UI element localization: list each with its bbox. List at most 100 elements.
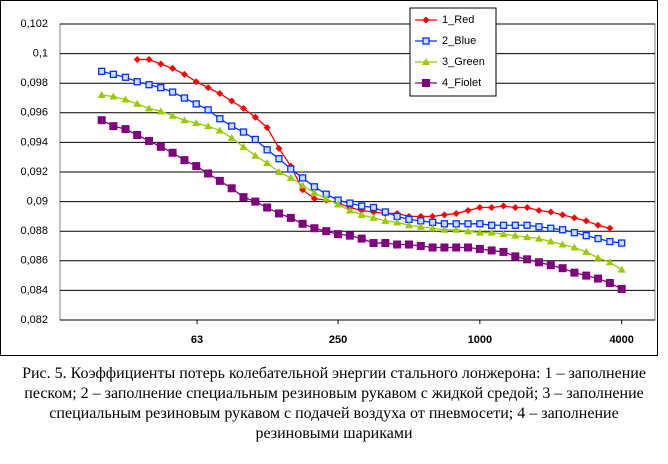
marker [310,224,319,233]
marker [216,90,224,98]
marker [393,240,402,249]
caption: Рис. 5. Коэффициенты потерь колебательно… [22,365,646,442]
marker [180,94,189,102]
marker [464,227,473,235]
marker [534,258,543,267]
marker [322,194,331,202]
marker [452,209,460,217]
marker [440,211,448,219]
legend-label: 1_Red [442,14,474,26]
marker [334,200,343,208]
marker [204,84,212,92]
marker [369,213,378,221]
marker [582,217,590,225]
legend-label: 4_Fiolet [442,77,481,89]
marker [298,174,307,182]
marker [286,213,295,222]
series [97,116,626,293]
marker [606,237,614,246]
marker [535,223,543,231]
marker [239,142,248,150]
marker [251,135,260,144]
marker [499,230,508,238]
marker [275,155,283,163]
marker [381,239,390,248]
marker [428,224,437,232]
marker [416,222,425,230]
marker [582,271,591,280]
marker [558,240,567,248]
marker [594,274,603,283]
marker [594,234,602,243]
marker [215,126,224,134]
marker [121,73,130,81]
marker [381,208,389,216]
marker [487,228,496,236]
marker [145,136,154,145]
marker [594,221,602,229]
y-tick-label: 0,102 [20,18,48,30]
marker [109,92,118,100]
marker [251,113,259,121]
marker [452,225,461,233]
marker [310,195,318,203]
marker [204,122,213,130]
marker [618,239,626,247]
marker [133,56,141,64]
marker [263,159,272,167]
marker [464,206,472,214]
marker [169,64,177,72]
marker [345,206,354,214]
x-tick-label: 1000 [468,334,492,346]
marker [546,261,555,270]
marker [216,115,224,123]
marker [570,229,579,237]
marker [499,221,508,229]
marker [227,184,236,193]
marker [357,234,366,243]
marker [251,197,260,206]
marker [263,203,272,212]
y-tick-label: 0,098 [20,77,48,89]
marker [547,208,555,216]
marker [275,144,283,152]
marker [393,218,402,226]
marker [523,233,532,241]
marker [180,116,189,124]
marker [157,83,165,92]
legend-label: 3_Green [442,56,485,68]
marker [145,104,154,112]
marker [523,221,531,229]
marker [251,151,260,159]
marker [500,202,508,210]
marker [476,220,484,228]
marker [499,247,508,256]
marker [133,78,141,86]
marker [605,258,614,266]
marker [428,243,437,252]
marker [464,220,472,228]
x-tick-label: 250 [329,334,347,346]
marker [440,225,449,233]
marker [345,231,354,240]
legend-label: 2_Blue [442,35,476,47]
marker [109,70,118,78]
marker [168,88,177,96]
marker [523,255,532,264]
marker [204,169,213,178]
marker [227,133,236,141]
marker [487,246,496,255]
y-tick-label: 0,088 [20,225,48,237]
marker [287,165,295,173]
y-tick-label: 0,084 [20,284,48,296]
marker [358,202,366,210]
marker [534,234,543,242]
marker [168,111,177,119]
marker [570,243,579,251]
marker [605,279,614,287]
marker [511,204,519,212]
chart: 0,082 0,084 0,086 0,088 0,09 0,092 0,094 0,096 0… [0,0,658,356]
marker [369,203,378,212]
legend-marker [422,16,430,24]
